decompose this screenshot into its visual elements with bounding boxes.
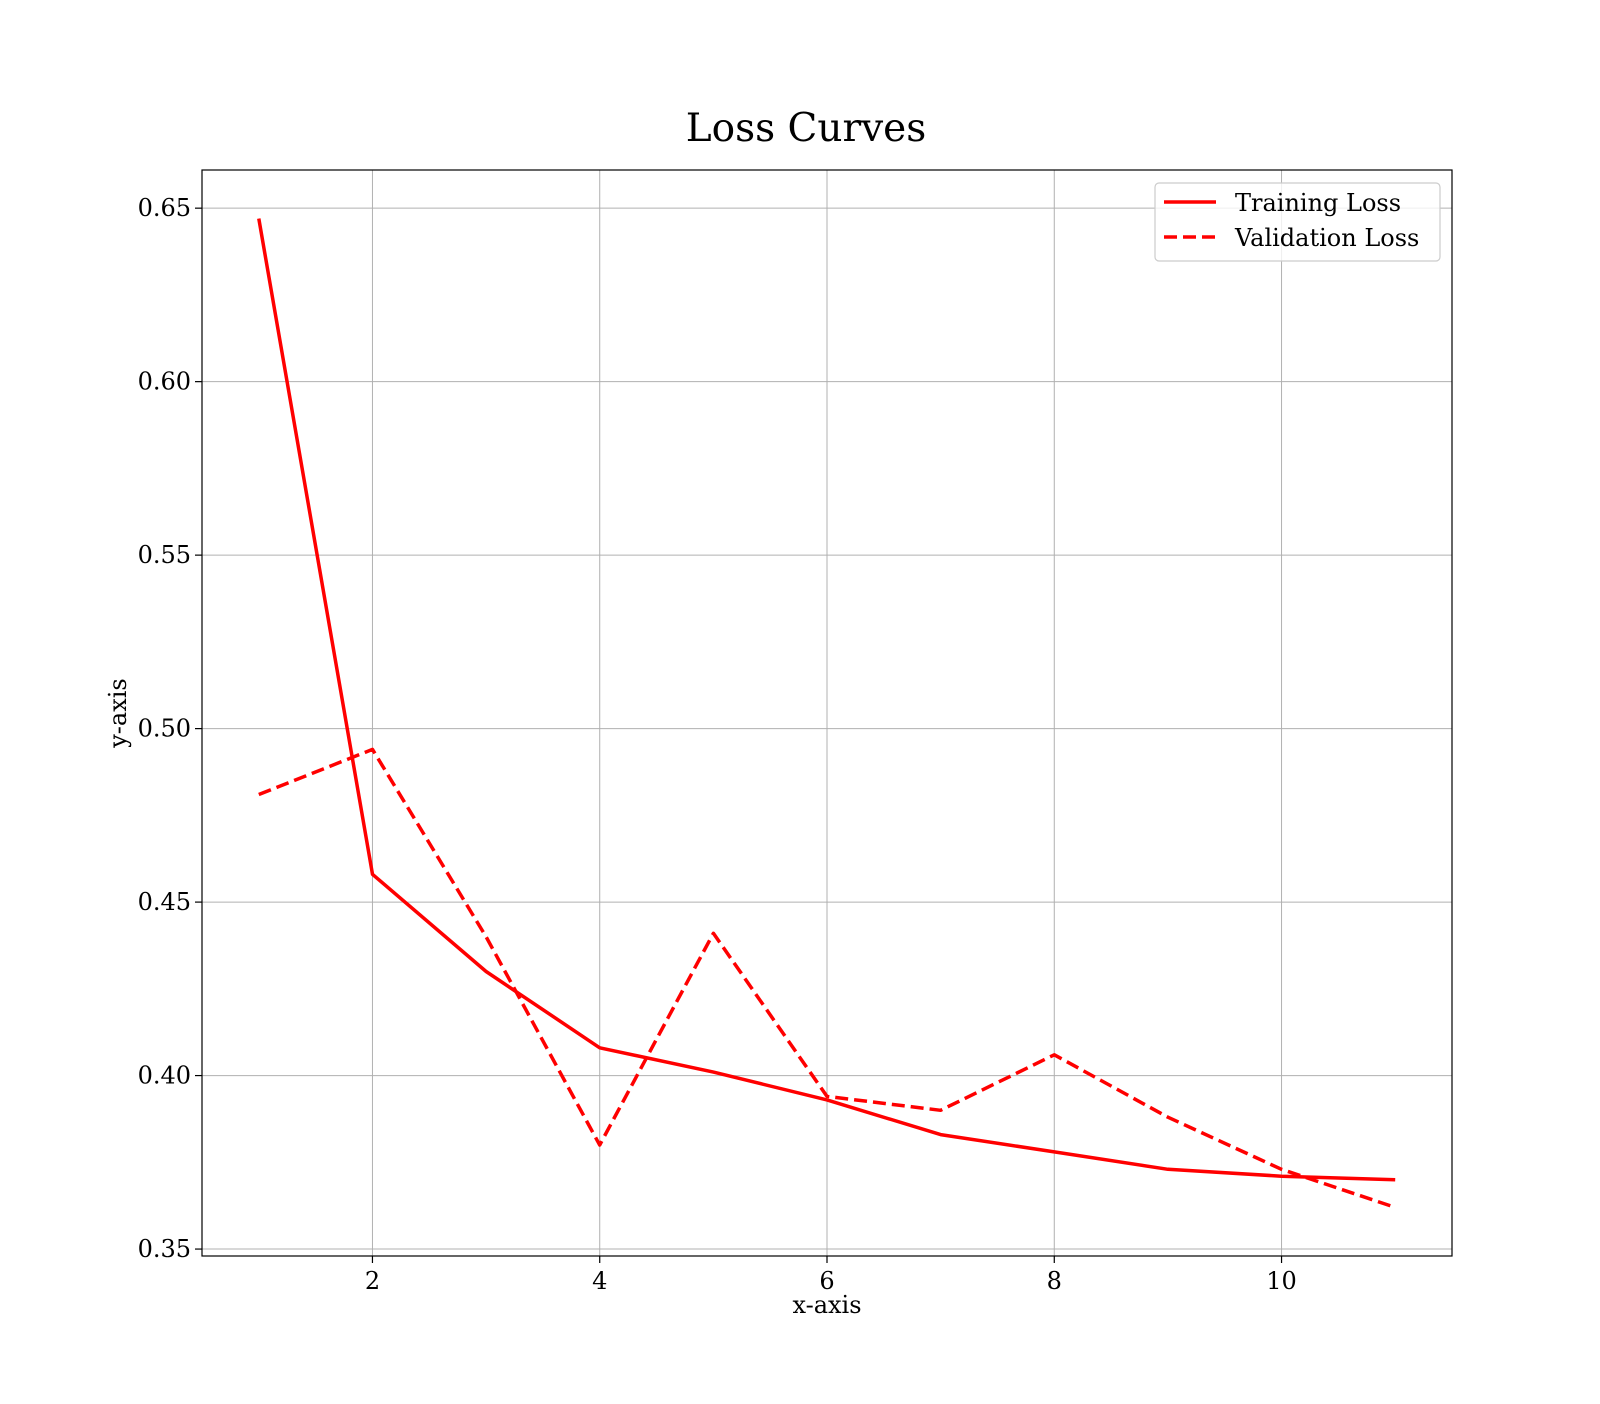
x-tick-label: 4 xyxy=(592,1267,607,1295)
y-tick-label: 0.60 xyxy=(138,368,191,396)
legend: Training Loss Validation Loss xyxy=(1154,182,1441,262)
x-axis-label: x-axis xyxy=(792,1291,861,1319)
y-tick-label: 0.45 xyxy=(138,888,191,916)
legend-box xyxy=(1154,182,1441,262)
axis-ticks: 2 4 6 8 10 0.35 0.40 0.45 0.50 0.55 0.60 0.65 xyxy=(138,194,1297,1295)
chart-title: Loss Curves xyxy=(686,106,927,151)
x-tick-label: 8 xyxy=(1047,1267,1062,1295)
y-tick-label: 0.50 xyxy=(138,715,191,743)
series-line-training-loss xyxy=(257,218,1396,1182)
x-tick-label: 6 xyxy=(819,1267,834,1295)
y-axis-label: y-axis xyxy=(104,678,132,749)
y-tick-label: 0.35 xyxy=(138,1235,191,1263)
x-tick-label: 2 xyxy=(365,1267,380,1295)
grid-lines xyxy=(202,170,1452,1256)
series-line-validation-loss xyxy=(258,747,1396,1210)
y-tick-label: 0.65 xyxy=(138,194,191,222)
legend-label-validation-loss: Validation Loss xyxy=(1234,224,1419,252)
series-lines xyxy=(257,218,1396,1210)
x-tick-label: 10 xyxy=(1266,1267,1297,1295)
y-tick-label: 0.40 xyxy=(138,1062,191,1090)
legend-label-training-loss: Training Loss xyxy=(1235,189,1401,217)
y-tick-label: 0.55 xyxy=(138,541,191,569)
